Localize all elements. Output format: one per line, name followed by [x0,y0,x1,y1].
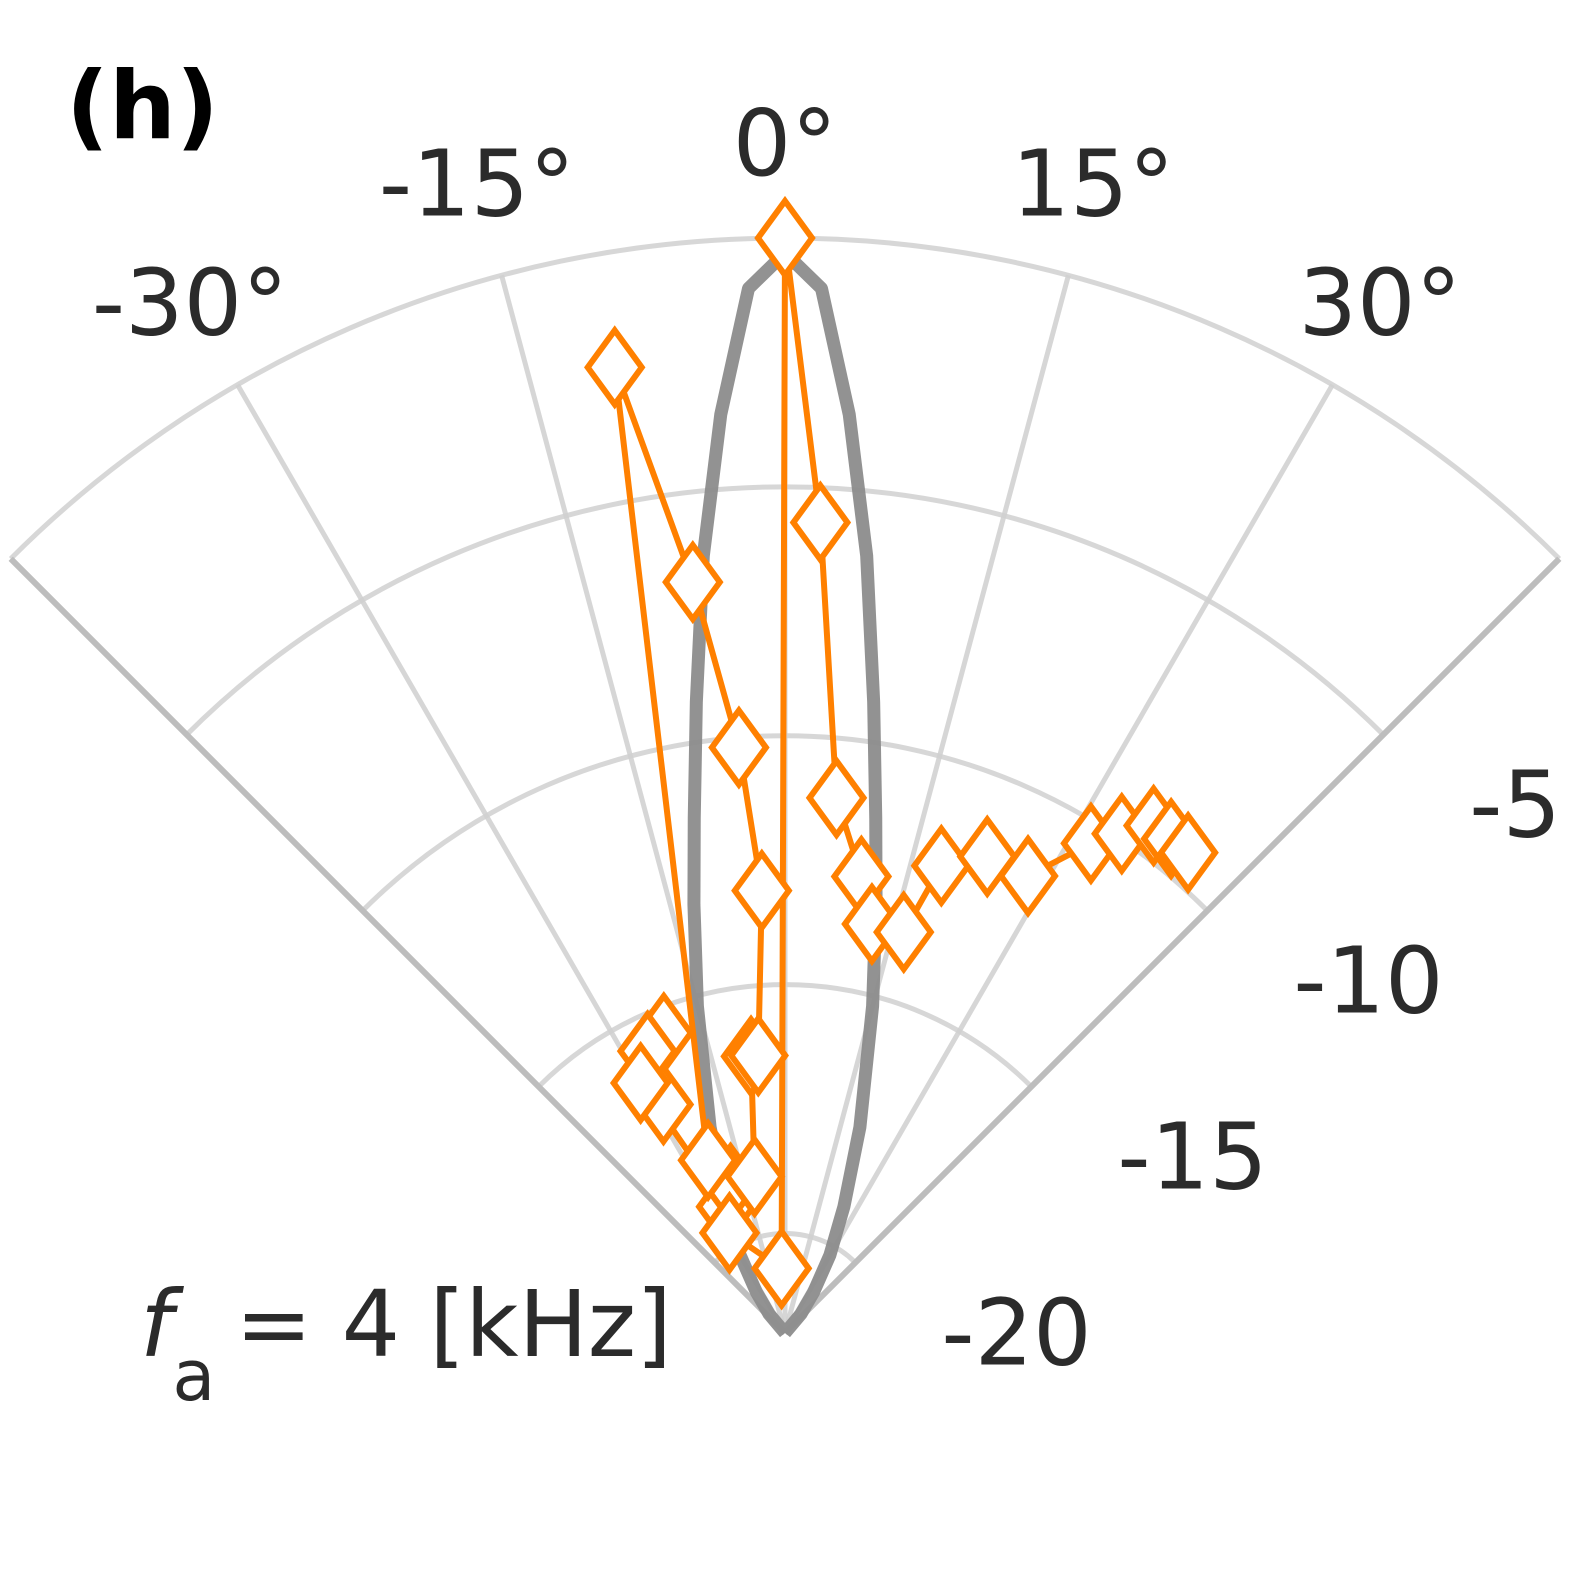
tick-label-layer: -30° -15° 0° 15° 30° -5-10-15-20 [92,90,1561,1387]
measured-point-marker [789,480,852,565]
measured-point-marker [1157,810,1219,895]
angular-gridline [782,274,1071,1334]
panel-label: (h) [66,52,219,161]
measured-point-marker [910,823,973,908]
angle-tick-label: -30° [92,249,288,356]
frequency-annotation: fa = 4 [kHz] [140,1271,672,1417]
radial-tick-label: -20 [941,1280,1091,1387]
measured-point-marker [698,1190,761,1275]
sector-edge [782,556,1562,1336]
frequency-value: = 4 [kHz] [235,1271,672,1378]
measured-point-marker [997,833,1059,919]
radial-tick-label: -15 [1117,1104,1267,1211]
measured-point-marker [609,1040,672,1126]
measured-point-marker [805,755,868,841]
measured-point-marker [662,540,724,625]
measured-point-marker [731,848,793,933]
radial-tick-label: -10 [1293,928,1443,1035]
angle-tick-label: 30° [1298,249,1461,356]
measured-point-marker [750,1226,813,1311]
measured-point-marker [723,1134,786,1219]
frequency-subscript: a [172,1335,215,1417]
series-layer [584,195,1219,1338]
sector-edge [8,556,788,1336]
measured-point-marker [708,705,770,790]
angle-tick-label: 0° [733,90,838,197]
measured-point-marker [677,1118,739,1203]
measured-point-marker [873,890,935,975]
angle-tick-label: 15° [1011,131,1174,238]
angle-tick-label: -15° [379,131,575,238]
measured-point-marker [584,325,646,410]
radial-tick-label: -5 [1469,752,1561,859]
measured-point-marker [727,1013,789,1098]
measured-point-marker [754,195,816,281]
